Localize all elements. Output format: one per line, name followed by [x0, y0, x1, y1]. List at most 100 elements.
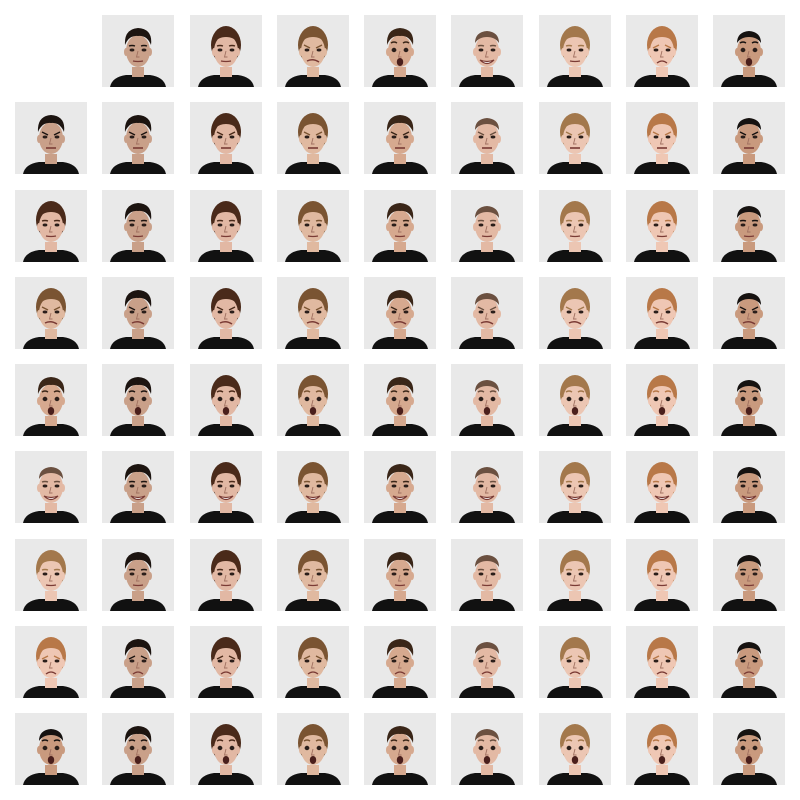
face-photo	[459, 642, 515, 698]
face-thumbnail	[102, 626, 174, 698]
face-thumbnail	[102, 102, 174, 174]
face-thumbnail	[626, 713, 698, 785]
face-thumbnail	[451, 451, 523, 523]
face-thumbnail	[277, 539, 349, 611]
face-photo	[110, 726, 166, 785]
face-photo	[198, 113, 254, 174]
face-photo	[285, 288, 341, 349]
face-photo	[459, 555, 515, 611]
face-thumbnail	[15, 190, 87, 262]
face-photo	[547, 288, 603, 349]
face-photo	[285, 724, 341, 785]
face-photo	[285, 113, 341, 174]
face-thumbnail	[364, 102, 436, 174]
face-thumbnail	[713, 102, 785, 174]
face-thumbnail	[539, 451, 611, 523]
face-thumbnail	[713, 364, 785, 436]
face-thumbnail	[451, 15, 523, 87]
face-thumbnail	[15, 539, 87, 611]
face-photo	[198, 288, 254, 349]
face-photo	[721, 118, 777, 174]
face-thumbnail	[451, 190, 523, 262]
face-photo	[372, 28, 428, 87]
face-photo	[634, 462, 690, 523]
face-thumbnail	[15, 626, 87, 698]
face-photo	[285, 26, 341, 87]
face-photo	[721, 380, 777, 436]
face-photo	[547, 113, 603, 174]
face-thumbnail	[713, 451, 785, 523]
face-thumbnail	[626, 190, 698, 262]
face-photo	[198, 724, 254, 785]
face-photo	[198, 550, 254, 611]
face-photo	[721, 555, 777, 611]
face-photo	[459, 380, 515, 436]
face-thumbnail	[539, 190, 611, 262]
face-thumbnail	[190, 713, 262, 785]
face-photo	[459, 31, 515, 87]
face-thumbnail	[364, 364, 436, 436]
face-thumbnail	[451, 102, 523, 174]
face-thumbnail	[539, 626, 611, 698]
face-photo	[23, 637, 79, 698]
face-thumbnail	[451, 364, 523, 436]
face-photo	[285, 201, 341, 262]
face-thumbnail	[190, 102, 262, 174]
face-photo	[634, 550, 690, 611]
face-thumbnail	[277, 277, 349, 349]
face-photo	[23, 550, 79, 611]
face-photo	[198, 201, 254, 262]
face-thumbnail	[15, 364, 87, 436]
face-thumbnail	[364, 190, 436, 262]
face-thumbnail	[102, 364, 174, 436]
face-photo	[634, 375, 690, 436]
face-thumbnail	[713, 15, 785, 87]
face-photo	[23, 288, 79, 349]
face-thumbnail	[277, 713, 349, 785]
face-thumbnail	[102, 539, 174, 611]
face-thumbnail	[626, 364, 698, 436]
face-thumbnail	[626, 102, 698, 174]
face-thumbnail	[539, 102, 611, 174]
face-photo	[285, 462, 341, 523]
face-photo	[547, 462, 603, 523]
face-thumbnail	[277, 451, 349, 523]
face-thumbnail	[713, 539, 785, 611]
face-photo	[110, 290, 166, 349]
face-thumbnail	[277, 190, 349, 262]
face-thumbnail	[190, 539, 262, 611]
face-photo	[721, 31, 777, 87]
face-photo	[372, 115, 428, 174]
face-thumbnail	[102, 713, 174, 785]
face-photo	[634, 26, 690, 87]
face-photo	[23, 729, 79, 785]
face-photo	[198, 375, 254, 436]
face-thumbnail	[539, 364, 611, 436]
face-photo	[372, 552, 428, 611]
face-thumbnail	[364, 626, 436, 698]
face-thumbnail	[539, 713, 611, 785]
face-photo	[721, 206, 777, 262]
face-thumbnail	[15, 451, 87, 523]
face-photo	[198, 26, 254, 87]
face-photo	[372, 290, 428, 349]
face-photo	[547, 724, 603, 785]
face-thumbnail	[190, 15, 262, 87]
face-thumbnail	[277, 626, 349, 698]
face-photo	[721, 467, 777, 523]
face-photo	[459, 118, 515, 174]
face-photo	[285, 637, 341, 698]
face-thumbnail	[102, 277, 174, 349]
face-photo	[547, 550, 603, 611]
face-thumbnail	[451, 626, 523, 698]
face-photo	[634, 113, 690, 174]
face-photo	[634, 201, 690, 262]
face-photo	[198, 637, 254, 698]
face-photo	[372, 464, 428, 523]
face-thumbnail	[713, 713, 785, 785]
face-photo	[547, 375, 603, 436]
face-thumbnail	[626, 539, 698, 611]
face-photo	[634, 724, 690, 785]
face-photo	[721, 293, 777, 349]
face-thumbnail	[190, 364, 262, 436]
